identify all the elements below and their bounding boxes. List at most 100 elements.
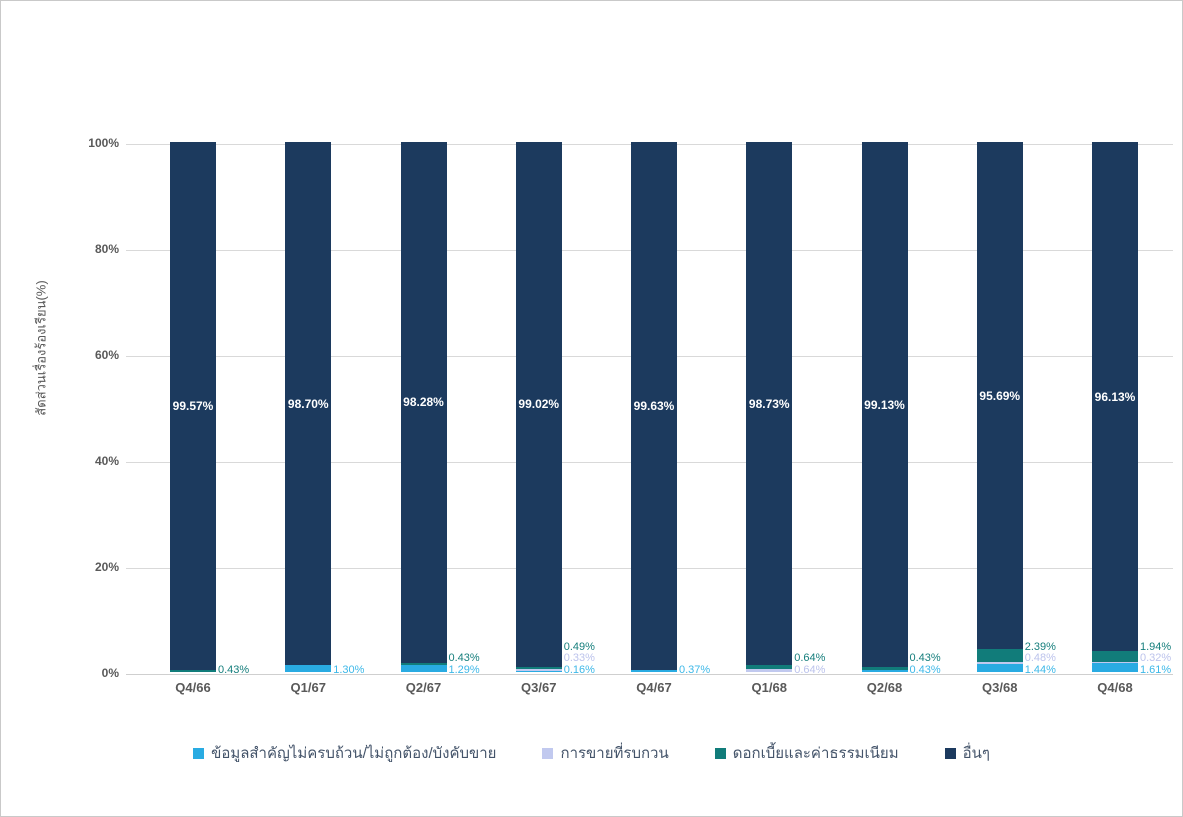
bar-segment: [400, 665, 447, 672]
bar-value-label-others: 99.63%: [633, 399, 675, 414]
bar-segment: [515, 666, 562, 670]
x-tick-label-Q4/67: Q4/67: [636, 680, 672, 695]
bar-value-label-others: 98.28%: [403, 395, 444, 410]
bar-segment: [1092, 661, 1138, 664]
segment-value-label: 0.37%: [679, 663, 711, 676]
segment-value-label: 0.16%: [563, 663, 595, 676]
bar-value-label-others: 99.13%: [864, 397, 905, 412]
segment-value-label: 1.61%: [1140, 663, 1172, 676]
legend-label: ข้อมูลสำคัญไม่ครบถ้วน/ไม่ถูกต้อง/บังคับข…: [211, 745, 497, 762]
x-tick-label-Q3/68: Q3/68: [982, 680, 1018, 695]
segment-value-label: 1.44%: [1024, 663, 1056, 676]
legend-label: ดอกเบี้ยและค่าธรรมเนียม: [732, 745, 899, 762]
bar-segment-others: 95.69%: [976, 142, 1023, 650]
stacked-bar-Q4/66: 99.57%: [170, 142, 216, 672]
bar-segment: [746, 668, 793, 672]
bar-value-label-others: 99.57%: [172, 398, 214, 413]
bar-value-label-others: 96.13%: [1094, 389, 1136, 404]
segment-value-label: 0.43%: [218, 663, 250, 676]
y-tick-label: 60%: [94, 348, 119, 362]
stacked-bar-Q4/67: 99.63%: [631, 142, 677, 672]
stacked-bar-Q3/68: 95.69%: [976, 142, 1023, 672]
legend-item: อื่นๆ: [944, 741, 990, 765]
x-tick-label-Q3/67: Q3/67: [521, 680, 557, 695]
bar-segment-others: 99.63%: [631, 142, 677, 671]
bar-segment: [746, 665, 793, 669]
segment-labels-Q4/68: 1.94% 0.32% 1.61%: [1140, 640, 1172, 677]
bar-segment: [976, 664, 1023, 672]
stacked-bar-Q3/67: 99.02%: [515, 142, 562, 672]
bar-segment-others: 96.13%: [1092, 142, 1138, 652]
segment-value-label: 0.48%: [1024, 652, 1056, 664]
legend-item: ดอกเบี้ยและค่าธรรมเนียม: [714, 741, 899, 765]
segment-value-label: 0.43%: [909, 663, 941, 676]
segment-labels-Q1/67: 1.30%: [333, 663, 365, 677]
x-tick-label-Q1/68: Q1/68: [751, 680, 787, 695]
y-tick-label: 80%: [94, 242, 119, 256]
stacked-bar-Q4/68: 96.13%: [1092, 142, 1138, 672]
x-tick-label-Q2/67: Q2/67: [405, 680, 442, 695]
bar-segment: [285, 665, 332, 672]
segment-labels-Q1/68: 0.64% 0.64%: [794, 652, 826, 676]
y-tick-label: 40%: [94, 454, 119, 468]
stacked-bar-Q1/68: 98.73%: [746, 142, 793, 672]
bar-segment: [515, 669, 562, 672]
segment-labels-Q2/67: 0.43% 1.29%: [448, 652, 480, 676]
bar-segment: [1092, 651, 1138, 662]
legend-label: อื่นๆ: [962, 745, 990, 762]
bar-segment-others: 99.57%: [170, 142, 216, 670]
gridline: [126, 674, 1173, 675]
bar-segment-others: 98.73%: [746, 142, 793, 666]
stacked-bar-Q2/68: 99.13%: [861, 142, 908, 672]
bar-segment-others: 99.02%: [515, 142, 562, 667]
segment-labels-Q2/68: 0.43% 0.43%: [909, 652, 941, 676]
bar-segment-others: 99.13%: [861, 142, 908, 668]
bar-segment: [861, 667, 908, 670]
bar-segment: [976, 661, 1023, 665]
stacked-bar-Q2/67: 98.28%: [400, 142, 447, 672]
segment-value-label: 2.39%: [1024, 640, 1056, 653]
segment-labels-Q3/68: 2.39% 0.48% 1.44%: [1024, 640, 1056, 677]
bar-segment: [1092, 663, 1138, 672]
segment-value-label: 0.43%: [448, 652, 480, 664]
bar-segment: [400, 662, 447, 666]
bar-segment-others: 98.28%: [400, 142, 447, 663]
legend: ข้อมูลสำคัญไม่ครบถ้วน/ไม่ถูกต้อง/บังคับข…: [1, 741, 1182, 765]
bar-segment: [170, 669, 216, 672]
legend-item: ข้อมูลสำคัญไม่ครบถ้วน/ไม่ถูกต้อง/บังคับข…: [193, 741, 496, 765]
y-tick-label: 100%: [88, 136, 119, 150]
bar-segment: [976, 649, 1023, 662]
segment-value-label: 0.64%: [794, 652, 826, 664]
bar-segment: [515, 671, 562, 672]
segment-value-label: 1.29%: [448, 663, 480, 676]
segment-value-label: 0.33%: [563, 652, 595, 664]
segment-value-label: 0.64%: [794, 663, 826, 676]
legend-label: การขายที่รบกวน: [560, 745, 669, 762]
bar-segment: [631, 670, 677, 672]
segment-value-label: 0.43%: [909, 652, 941, 664]
bar-value-label-others: 95.69%: [979, 388, 1021, 403]
segment-value-label: 0.49%: [563, 640, 595, 653]
y-tick-label: 0%: [101, 666, 119, 680]
legend-swatch-icon: [714, 747, 726, 759]
segment-value-label: 1.94%: [1140, 640, 1172, 653]
x-tick-label-Q2/68: Q2/68: [866, 680, 903, 695]
segment-labels-Q4/66: 0.43%: [218, 663, 250, 677]
stacked-bar-Q1/67: 98.70%: [285, 142, 332, 672]
segment-labels-Q4/67: 0.37%: [679, 663, 711, 677]
bar-value-label-others: 98.70%: [287, 396, 329, 411]
legend-swatch-icon: [193, 747, 205, 759]
segment-value-label: 1.30%: [333, 663, 365, 676]
legend-swatch-icon: [944, 747, 956, 759]
bar-value-label-others: 99.02%: [518, 397, 560, 412]
x-tick-label-Q4/68: Q4/68: [1097, 680, 1133, 695]
legend-item: การขายที่รบกวน: [542, 741, 669, 765]
legend-swatch-icon: [542, 747, 554, 759]
y-tick-label: 20%: [94, 560, 119, 574]
x-tick-label-Q1/67: Q1/67: [290, 680, 326, 695]
y-axis-title: สัดส่วนเรื่องร้องเรียน(%): [33, 280, 49, 416]
segment-labels-Q3/67: 0.49% 0.33% 0.16%: [563, 640, 595, 677]
x-tick-label-Q4/66: Q4/66: [175, 680, 211, 695]
bar-segment: [861, 669, 908, 672]
